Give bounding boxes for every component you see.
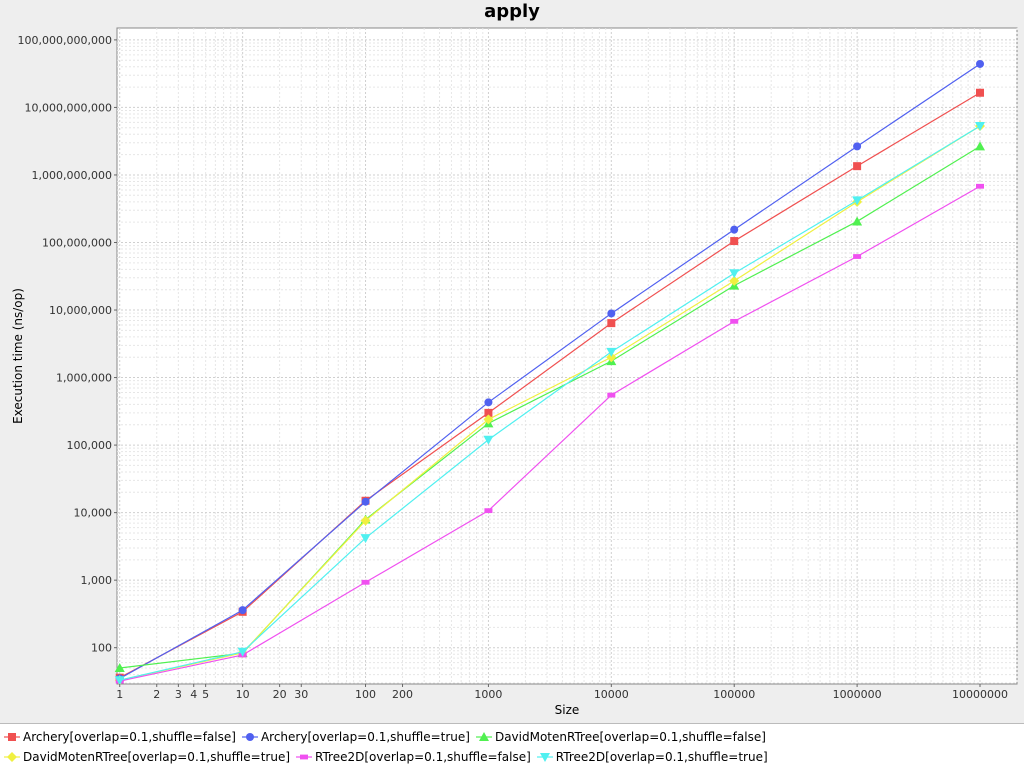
data-point: [607, 309, 616, 318]
legend-swatch: [536, 753, 553, 762]
series-line: [119, 185, 981, 682]
data-point: [729, 275, 740, 286]
data-point: [361, 497, 370, 506]
x-tick-label: 2: [153, 688, 160, 701]
x-tick-label: 30: [294, 688, 308, 701]
y-tick-label: 100: [91, 642, 112, 655]
x-tick-label: 4: [190, 688, 197, 701]
data-point: [114, 676, 125, 686]
data-point: [237, 647, 248, 657]
x-tick-label: 1000: [474, 688, 502, 701]
data-point: [852, 196, 863, 206]
legend-item: RTree2D[overlap=0.1,shuffle=true]: [536, 747, 768, 767]
legend-swatch: [475, 732, 492, 741]
series-line: [119, 125, 981, 681]
data-point: [484, 508, 493, 514]
legend-marker: [8, 733, 16, 741]
legend-swatch: [241, 733, 258, 741]
x-tick-label: 200: [392, 688, 413, 701]
legend-item: Archery[overlap=0.1,shuffle=true]: [241, 727, 470, 747]
data-point: [975, 141, 986, 151]
data-point: [606, 352, 617, 363]
legend-label: Archery[overlap=0.1,shuffle=false]: [23, 730, 236, 744]
x-tick-label: 20: [273, 688, 287, 701]
data-point: [606, 347, 617, 357]
y-tick-label: 1,000,000: [56, 372, 112, 385]
series-line: [119, 63, 981, 680]
data-point: [852, 216, 863, 226]
data-point: [729, 269, 740, 279]
legend-marker: [539, 753, 550, 762]
data-point: [238, 606, 247, 615]
legend-marker: [478, 732, 489, 741]
data-point: [853, 162, 862, 171]
legend-marker: [300, 754, 309, 760]
data-point: [360, 515, 371, 526]
data-point: [730, 237, 739, 246]
data-point: [607, 319, 616, 328]
legend-item: RTree2D[overlap=0.1,shuffle=false]: [296, 747, 531, 767]
legend-label: RTree2D[overlap=0.1,shuffle=true]: [555, 750, 768, 764]
legend-item: Archery[overlap=0.1,shuffle=false]: [4, 727, 236, 747]
legend-label: RTree2D[overlap=0.1,shuffle=false]: [315, 750, 531, 764]
y-tick-label: 1,000,000,000: [32, 169, 112, 182]
data-point: [730, 318, 739, 324]
legend-swatch: [296, 754, 313, 760]
legend-item: DavidMotenRTree[overlap=0.1,shuffle=true…: [4, 747, 290, 767]
legend-label: DavidMotenRTree[overlap=0.1,shuffle=fals…: [494, 730, 766, 744]
legend-item: DavidMotenRTree[overlap=0.1,shuffle=fals…: [475, 727, 766, 747]
grid-lines: [117, 28, 1018, 684]
data-point: [484, 398, 493, 407]
data-point: [483, 435, 494, 445]
data-point: [114, 663, 125, 673]
x-tick-label: 10000: [594, 688, 629, 701]
x-axis-title: Size: [555, 703, 580, 717]
x-tick-label: 100: [355, 688, 376, 701]
x-tick-label: 100000: [713, 688, 755, 701]
data-point: [976, 183, 985, 189]
x-tick-label: 5: [202, 688, 209, 701]
legend: Archery[overlap=0.1,shuffle=false] Archer…: [0, 723, 1024, 768]
data-point: [360, 534, 371, 544]
x-tick-label: 10: [236, 688, 250, 701]
data-point: [975, 122, 986, 132]
data-point: [484, 408, 493, 417]
legend-marker: [245, 733, 254, 741]
data-point: [607, 392, 616, 398]
y-tick-label: 100,000: [67, 439, 113, 452]
y-axis-title: Execution time (ns/op): [11, 288, 25, 424]
y-tick-label: 1,000: [81, 574, 113, 587]
tick-layer: 1 2 3 4 5 10 20 30 100 200 1000 10000 100000 1000000 1…: [18, 34, 1008, 701]
x-tick-label: 10000000: [952, 688, 1008, 701]
legend-label: Archery[overlap=0.1,shuffle=true]: [260, 730, 470, 744]
data-point: [853, 254, 862, 259]
data-point: [483, 414, 494, 425]
y-tick-label: 100,000,000,000: [18, 34, 112, 47]
y-tick-label: 10,000,000: [49, 304, 112, 317]
legend-swatch: [4, 752, 20, 762]
data-point: [976, 88, 985, 97]
series-6: [114, 122, 986, 686]
plot-area: 1 2 3 4 5 10 20 30 100 200 1000 10000 100000 1000000 1…: [11, 27, 1018, 717]
x-tick-label: 3: [175, 688, 182, 701]
series-line: [119, 125, 981, 681]
legend-label: DavidMotenRTree[overlap=0.1,shuffle=true…: [23, 750, 291, 764]
y-tick-label: 10,000: [74, 507, 113, 520]
y-tick-label: 10,000,000,000: [25, 101, 112, 114]
legend-swatch: [4, 733, 20, 741]
series-line: [119, 92, 981, 679]
data-point: [853, 142, 862, 151]
series-layer: [114, 59, 986, 686]
legend-marker: [7, 752, 17, 762]
x-tick-label: 1: [116, 688, 123, 701]
data-point: [976, 59, 985, 68]
x-tick-label: 1000000: [833, 688, 882, 701]
y-tick-label: 100,000,000: [42, 236, 112, 249]
chart-title: apply: [484, 1, 540, 22]
data-point: [730, 225, 739, 234]
data-point: [361, 579, 370, 585]
